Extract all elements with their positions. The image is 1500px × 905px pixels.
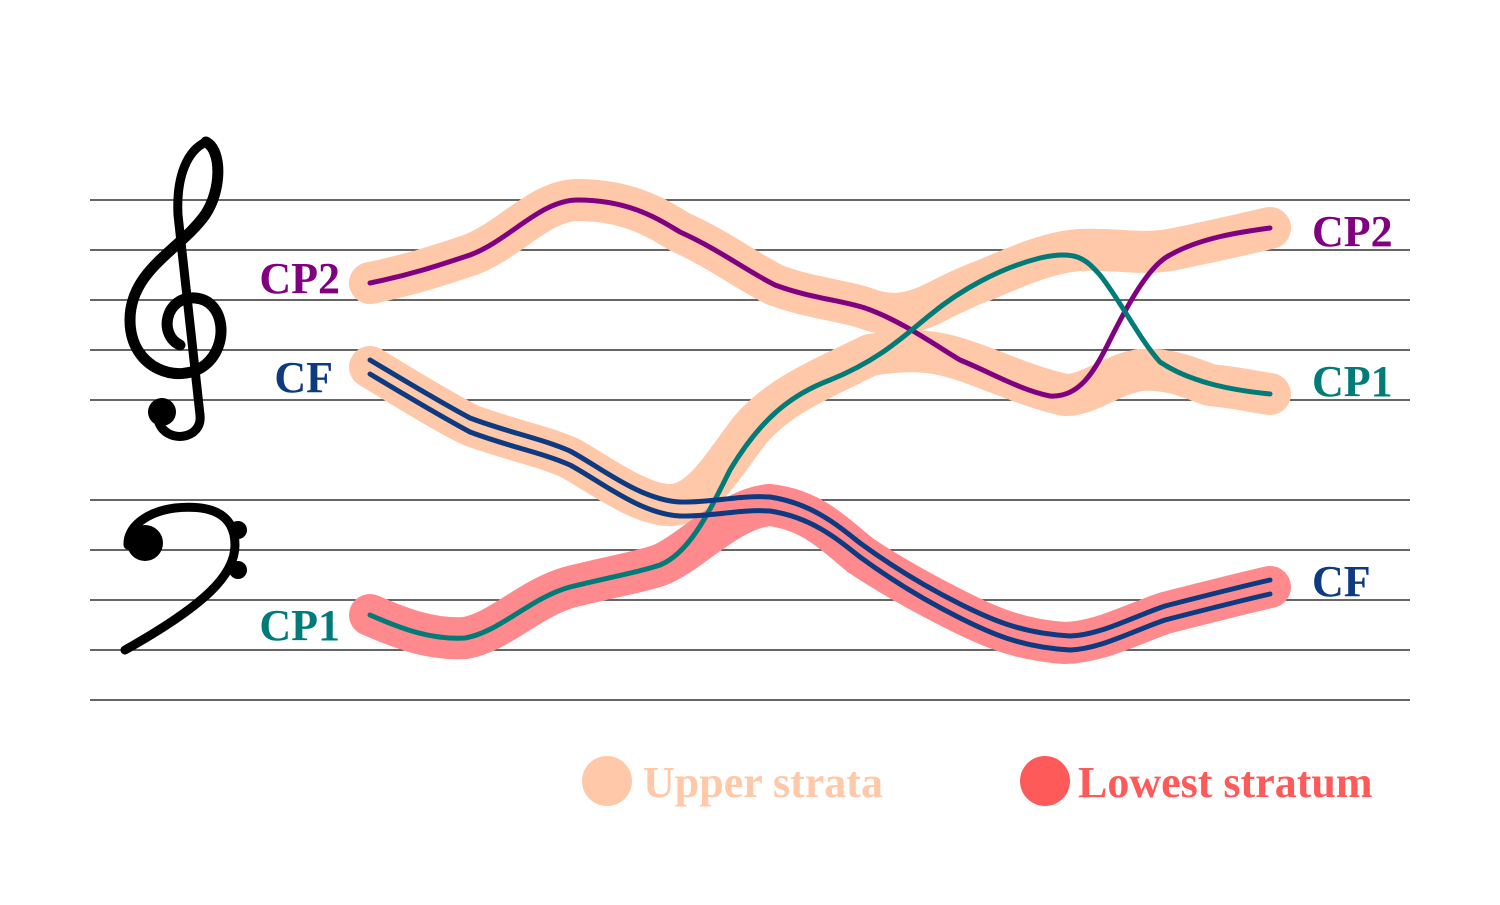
cf-left-label: CF [274, 353, 333, 402]
treble-clef-icon [124, 136, 227, 441]
legend: Upper strata Lowest stratum [582, 756, 1373, 807]
cp2-right-label: CP2 [1312, 207, 1393, 256]
legend-lowest-label: Lowest stratum [1078, 758, 1373, 807]
upper-strata-bands [349, 179, 1291, 526]
bass-clef-icon [120, 502, 247, 655]
cp1-voice-line [367, 252, 1273, 641]
legend-lowest-swatch [1020, 756, 1070, 806]
cp2-left-label: CP2 [259, 254, 340, 303]
upper-band-middle [349, 330, 1291, 526]
legend-upper-label: Upper strata [643, 758, 883, 807]
legend-upper-swatch [582, 756, 632, 806]
cf-right-label: CF [1312, 557, 1371, 606]
cp1-right-label: CP1 [1312, 357, 1393, 406]
cp1-left-label: CP1 [259, 601, 340, 650]
cf-voice-line [367, 357, 1273, 653]
cp2-voice-line [367, 197, 1273, 399]
